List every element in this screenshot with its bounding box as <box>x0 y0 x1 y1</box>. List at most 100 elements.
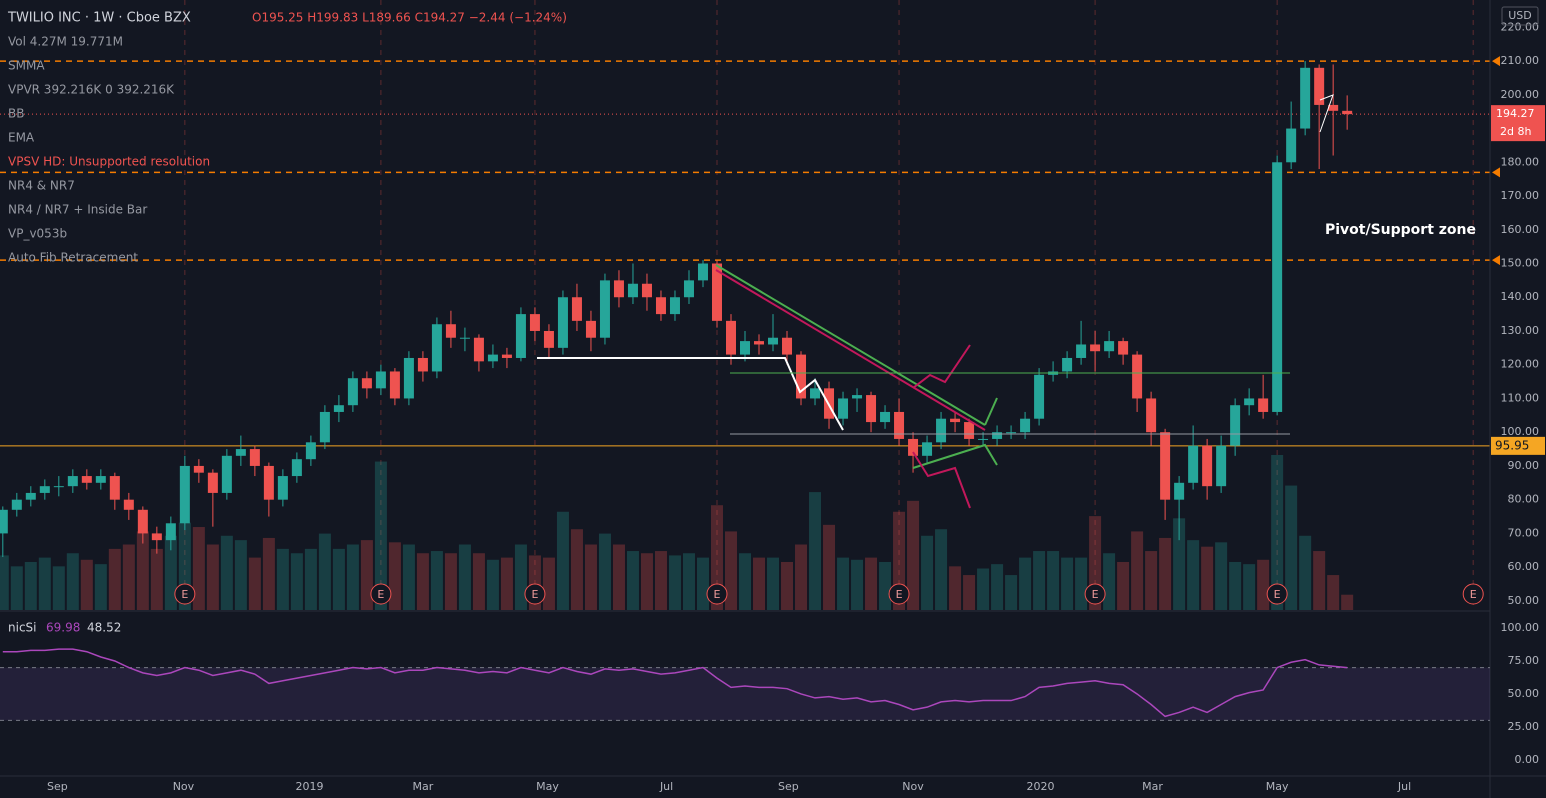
volume-bar <box>696 557 709 610</box>
candle-body <box>445 324 456 338</box>
volume-bar <box>809 492 822 610</box>
volume-bar <box>206 544 219 610</box>
candle-body <box>754 341 765 345</box>
volume-bar <box>444 553 457 610</box>
legend-value: 69.98 <box>46 621 80 635</box>
candle-body <box>319 411 330 443</box>
candle-body <box>936 418 947 443</box>
volume-bar <box>486 559 499 610</box>
indicator-label: Vol 4.27M 19.771M <box>8 35 123 49</box>
candle-body <box>333 405 344 412</box>
candle-body <box>459 337 470 339</box>
volume-bar <box>542 557 555 610</box>
volume-bar <box>1005 575 1018 610</box>
candle-body <box>417 357 428 372</box>
volume-bar <box>1243 564 1256 610</box>
earnings-label: E <box>714 588 721 601</box>
candle-body <box>1286 128 1297 163</box>
volume-bar <box>38 557 51 610</box>
candle-body <box>964 422 975 439</box>
candle-body <box>263 465 274 500</box>
candle-body <box>543 330 554 348</box>
candle-body <box>725 320 736 355</box>
y-tick-label: 75.00 <box>1508 654 1540 667</box>
volume-bar <box>304 548 317 610</box>
earnings-marker <box>524 583 546 605</box>
indicator-label: NR4 & NR7 <box>8 179 75 193</box>
candle-body <box>1342 110 1353 115</box>
candle-body <box>1090 344 1101 352</box>
volume-bar <box>416 553 429 610</box>
volume-bar <box>935 529 948 610</box>
x-tick-label: Sep <box>778 780 799 793</box>
y-tick-label: 110.00 <box>1501 391 1540 404</box>
candle-body <box>1006 432 1017 434</box>
candle-body <box>1174 482 1185 500</box>
candle-body <box>165 523 176 541</box>
candle-body <box>880 411 891 423</box>
candle-body <box>655 297 666 315</box>
y-tick-label: 100.00 <box>1501 621 1540 634</box>
volume-bar <box>458 544 471 610</box>
volume-bar <box>1341 594 1354 610</box>
band <box>0 667 1490 721</box>
indicator-label: Auto Fib Retracement <box>8 251 138 265</box>
candle-body <box>277 476 288 500</box>
volume-bar <box>1145 551 1158 610</box>
candle-body <box>1132 354 1143 399</box>
indicator-label: EMA <box>8 131 35 145</box>
volume-bar <box>1075 557 1088 610</box>
candle-body <box>740 341 750 355</box>
x-tick-label: Mar <box>1142 780 1163 793</box>
candle-body <box>67 476 78 487</box>
candle-body <box>978 438 989 440</box>
y-tick-label: 160.00 <box>1501 223 1540 236</box>
y-tick-label: 200.00 <box>1501 88 1540 101</box>
trend-line <box>912 451 971 509</box>
candle-body <box>1160 432 1171 500</box>
volume-bar <box>136 531 149 610</box>
candle-body <box>95 476 106 483</box>
trend-line <box>912 443 998 469</box>
y-tick-label: 170.00 <box>1501 189 1540 202</box>
volume-bar <box>24 561 37 610</box>
candle-body <box>1020 418 1031 433</box>
volume-bar <box>1285 485 1298 610</box>
volume-bar <box>851 559 864 610</box>
level-marker <box>1492 56 1500 67</box>
volume-bar <box>122 544 135 610</box>
earnings-label: E <box>1470 588 1477 601</box>
y-tick-label: 90.00 <box>1508 459 1540 472</box>
volume-bar <box>710 505 723 610</box>
candle-body <box>361 378 372 389</box>
earnings-label: E <box>181 588 188 601</box>
volume-bar <box>52 566 65 610</box>
candle-body <box>922 442 933 456</box>
y-tick-label: 210.00 <box>1501 54 1540 67</box>
volume-bar <box>1299 535 1312 610</box>
volume-bar <box>1061 557 1074 610</box>
candle-body <box>796 354 807 399</box>
x-tick-label: Jul <box>1397 780 1411 793</box>
volume-bar <box>767 557 780 610</box>
volume-bar <box>668 555 681 610</box>
candle-body <box>1104 341 1115 352</box>
x-tick-label: 2019 <box>295 780 323 793</box>
volume-bar <box>1103 553 1116 610</box>
volume-bar <box>949 566 962 610</box>
y-tick-label: 180.00 <box>1501 155 1540 168</box>
earnings-marker <box>706 583 728 605</box>
indicator-label: VP_v053b <box>8 227 67 241</box>
earnings-label: E <box>896 588 903 601</box>
x-tick-label: May <box>1266 780 1289 793</box>
volume-bar <box>0 555 9 610</box>
y-tick-label: 120.00 <box>1501 358 1540 371</box>
volume-bar <box>402 544 415 610</box>
volume-bar <box>682 553 695 610</box>
volume-bar <box>977 568 990 610</box>
y-tick-label: 50.00 <box>1508 687 1540 700</box>
candle-body <box>1244 398 1255 406</box>
candle-body <box>403 357 414 399</box>
candle-body <box>1062 357 1073 372</box>
y-tick-label: 25.00 <box>1508 720 1540 733</box>
